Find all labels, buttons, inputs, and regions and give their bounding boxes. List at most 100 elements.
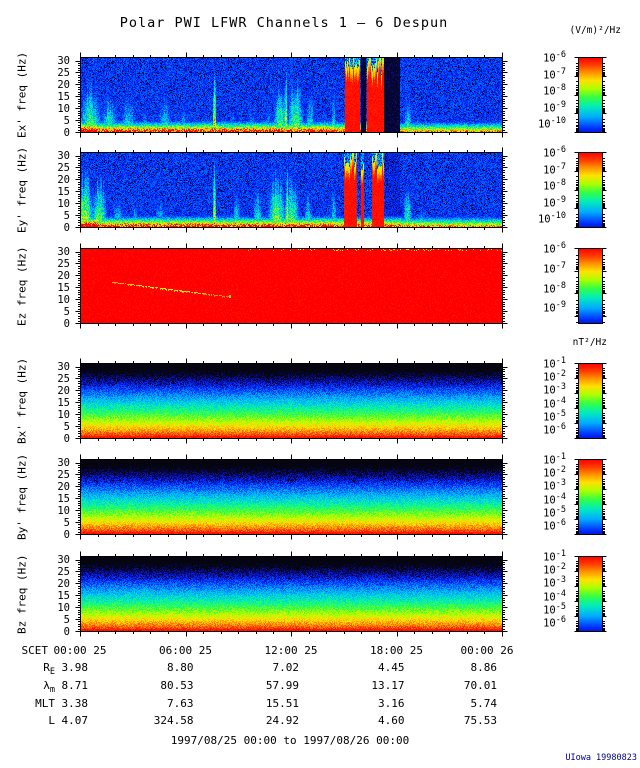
y-tick-label: 10 bbox=[57, 197, 70, 210]
colorbar-tick-label: 10-1 bbox=[543, 356, 566, 371]
y-tick-label: 0 bbox=[63, 222, 70, 234]
ephemeris-value: 7.63 bbox=[167, 697, 194, 710]
y-tick-label: 30 bbox=[57, 360, 70, 373]
ephemeris-value: 75.53 bbox=[463, 714, 497, 727]
y-axis-label-ey: Ey' freq (Hz) bbox=[15, 146, 29, 234]
y-tick-label: 10 bbox=[57, 504, 70, 517]
y-tick-label: 20 bbox=[57, 78, 70, 91]
y-axis-label-ez: Ez freq (Hz) bbox=[15, 246, 29, 326]
colorbar-canvas-bx bbox=[569, 354, 612, 448]
spectrogram-canvas-ez bbox=[71, 239, 512, 333]
plot-title: Polar PWI LFWR Channels 1 — 6 Despun bbox=[119, 15, 449, 31]
time-tick-label: 18:00 25 bbox=[370, 644, 423, 657]
y-axis-label-bz: Bz freq (Hz) bbox=[15, 554, 29, 634]
y-tick-label: 10 bbox=[57, 408, 70, 421]
colorbar-tick-label: 10-2 bbox=[543, 465, 566, 480]
colorbar-canvas-by bbox=[569, 450, 612, 544]
colorbar-tick-label: 10-6 bbox=[543, 145, 566, 160]
y-tick-label: 5 bbox=[63, 420, 70, 433]
y-tick-label: 5 bbox=[63, 114, 70, 127]
colorbar-canvas-bz bbox=[569, 547, 612, 641]
y-tick-label: 10 bbox=[57, 102, 70, 115]
spectrogram-canvas-bz bbox=[71, 547, 512, 641]
colorbar-tick-label: 10-4 bbox=[543, 491, 566, 507]
spectrogram-canvas-bx bbox=[71, 354, 512, 448]
colorbar-tick-label: 10-3 bbox=[543, 382, 566, 397]
ephemeris-value: 8.80 bbox=[167, 661, 194, 674]
electric-units-label: (V/m)²/Hz bbox=[569, 25, 621, 36]
y-tick-label: 25 bbox=[57, 66, 70, 79]
colorbar-canvas-ey bbox=[569, 143, 612, 237]
colorbar-tick-label: 10-6 bbox=[543, 422, 566, 437]
ephemeris-row-label: L bbox=[48, 714, 55, 727]
spectrogram-canvas-by bbox=[71, 450, 512, 544]
colorbar-tick-label: 10-7 bbox=[543, 66, 566, 81]
y-tick-label: 10 bbox=[57, 601, 70, 614]
colorbar-tick-label: 10-5 bbox=[543, 408, 566, 424]
y-tick-label: 20 bbox=[57, 173, 70, 186]
colorbar-tick-label: 10-6 bbox=[543, 50, 566, 65]
colorbar-tick-label: 10-2 bbox=[543, 562, 566, 577]
ephemeris-value: 4.45 bbox=[378, 661, 405, 674]
colorbar-tick-label: 10-6 bbox=[543, 518, 566, 533]
time-tick-label: 06:00 25 bbox=[159, 644, 212, 657]
y-tick-label: 30 bbox=[57, 54, 70, 67]
colorbar-tick-label: 10-1 bbox=[543, 549, 566, 564]
y-tick-label: 0 bbox=[63, 433, 70, 445]
colorbar-tick-label: 10-9 bbox=[543, 194, 566, 209]
spectrogram-canvas-ey bbox=[71, 143, 512, 237]
y-tick-label: 30 bbox=[57, 553, 70, 566]
colorbar-tick-label: 10-3 bbox=[543, 478, 566, 493]
y-axis-label-by: By' freq (Hz) bbox=[15, 453, 29, 541]
colorbar-tick-label: 10-5 bbox=[543, 601, 566, 617]
ephemeris-value: 80.53 bbox=[160, 679, 194, 692]
colorbar-tick-label: 10-10 bbox=[537, 116, 566, 131]
ephemeris-value: 3.98 bbox=[61, 661, 89, 674]
colorbar-tick-label: 10-1 bbox=[543, 452, 566, 467]
y-tick-label: 25 bbox=[57, 468, 70, 481]
time-tick-label: 12:00 25 bbox=[264, 644, 318, 657]
colorbar-tick-label: 10-9 bbox=[543, 300, 566, 315]
colorbar-tick-label: 10-4 bbox=[543, 395, 566, 411]
y-tick-label: 0 bbox=[63, 626, 70, 638]
colorbar-tick-label: 10-2 bbox=[543, 369, 566, 384]
ephemeris-row-label: λm bbox=[43, 679, 55, 696]
y-tick-label: 15 bbox=[57, 281, 70, 294]
colorbar-tick-label: 10-7 bbox=[543, 260, 566, 276]
y-tick-label: 15 bbox=[57, 396, 70, 409]
colorbar-canvas-ez bbox=[569, 239, 612, 333]
y-tick-label: 20 bbox=[57, 384, 70, 397]
time-tick-label: 00:00 26 bbox=[460, 644, 514, 657]
colorbar-tick-label: 10-8 bbox=[543, 280, 566, 296]
y-tick-label: 5 bbox=[63, 305, 70, 318]
y-tick-label: 20 bbox=[57, 269, 70, 282]
ephemeris-value: 8.71 bbox=[61, 679, 89, 692]
colorbar-tick-label: 10-5 bbox=[543, 504, 566, 520]
colorbar-tick-label: 10-7 bbox=[543, 161, 566, 176]
y-tick-label: 25 bbox=[57, 565, 70, 578]
y-tick-label: 5 bbox=[63, 516, 70, 529]
y-tick-label: 20 bbox=[57, 480, 70, 493]
time-range-label: 1997/08/25 00:00 to 1997/08/26 00:00 bbox=[170, 734, 410, 747]
credit-label: UIowa 19980823 bbox=[565, 753, 637, 763]
y-tick-label: 15 bbox=[57, 589, 70, 602]
magnetic-units-label: nT²/Hz bbox=[572, 337, 607, 348]
ephemeris-value: 15.51 bbox=[265, 697, 299, 710]
colorbar-tick-label: 10-8 bbox=[543, 83, 566, 98]
ephemeris-value: 70.01 bbox=[463, 679, 497, 692]
y-tick-label: 5 bbox=[63, 613, 70, 626]
y-tick-label: 0 bbox=[63, 318, 70, 330]
time-tick-label: 00:00 25 bbox=[53, 644, 107, 657]
y-tick-label: 25 bbox=[57, 161, 70, 174]
ephemeris-value: 8.86 bbox=[470, 661, 498, 674]
y-axis-label-bx: Bx' freq (Hz) bbox=[15, 357, 29, 445]
ephemeris-value: 7.02 bbox=[272, 661, 300, 674]
y-tick-label: 15 bbox=[57, 185, 70, 198]
ephemeris-value: 13.17 bbox=[371, 679, 405, 692]
ephemeris-value: 3.38 bbox=[61, 697, 89, 710]
y-tick-label: 5 bbox=[63, 209, 70, 222]
y-tick-label: 25 bbox=[57, 257, 70, 270]
y-tick-label: 10 bbox=[57, 293, 70, 306]
ephemeris-value: 5.74 bbox=[470, 697, 498, 710]
